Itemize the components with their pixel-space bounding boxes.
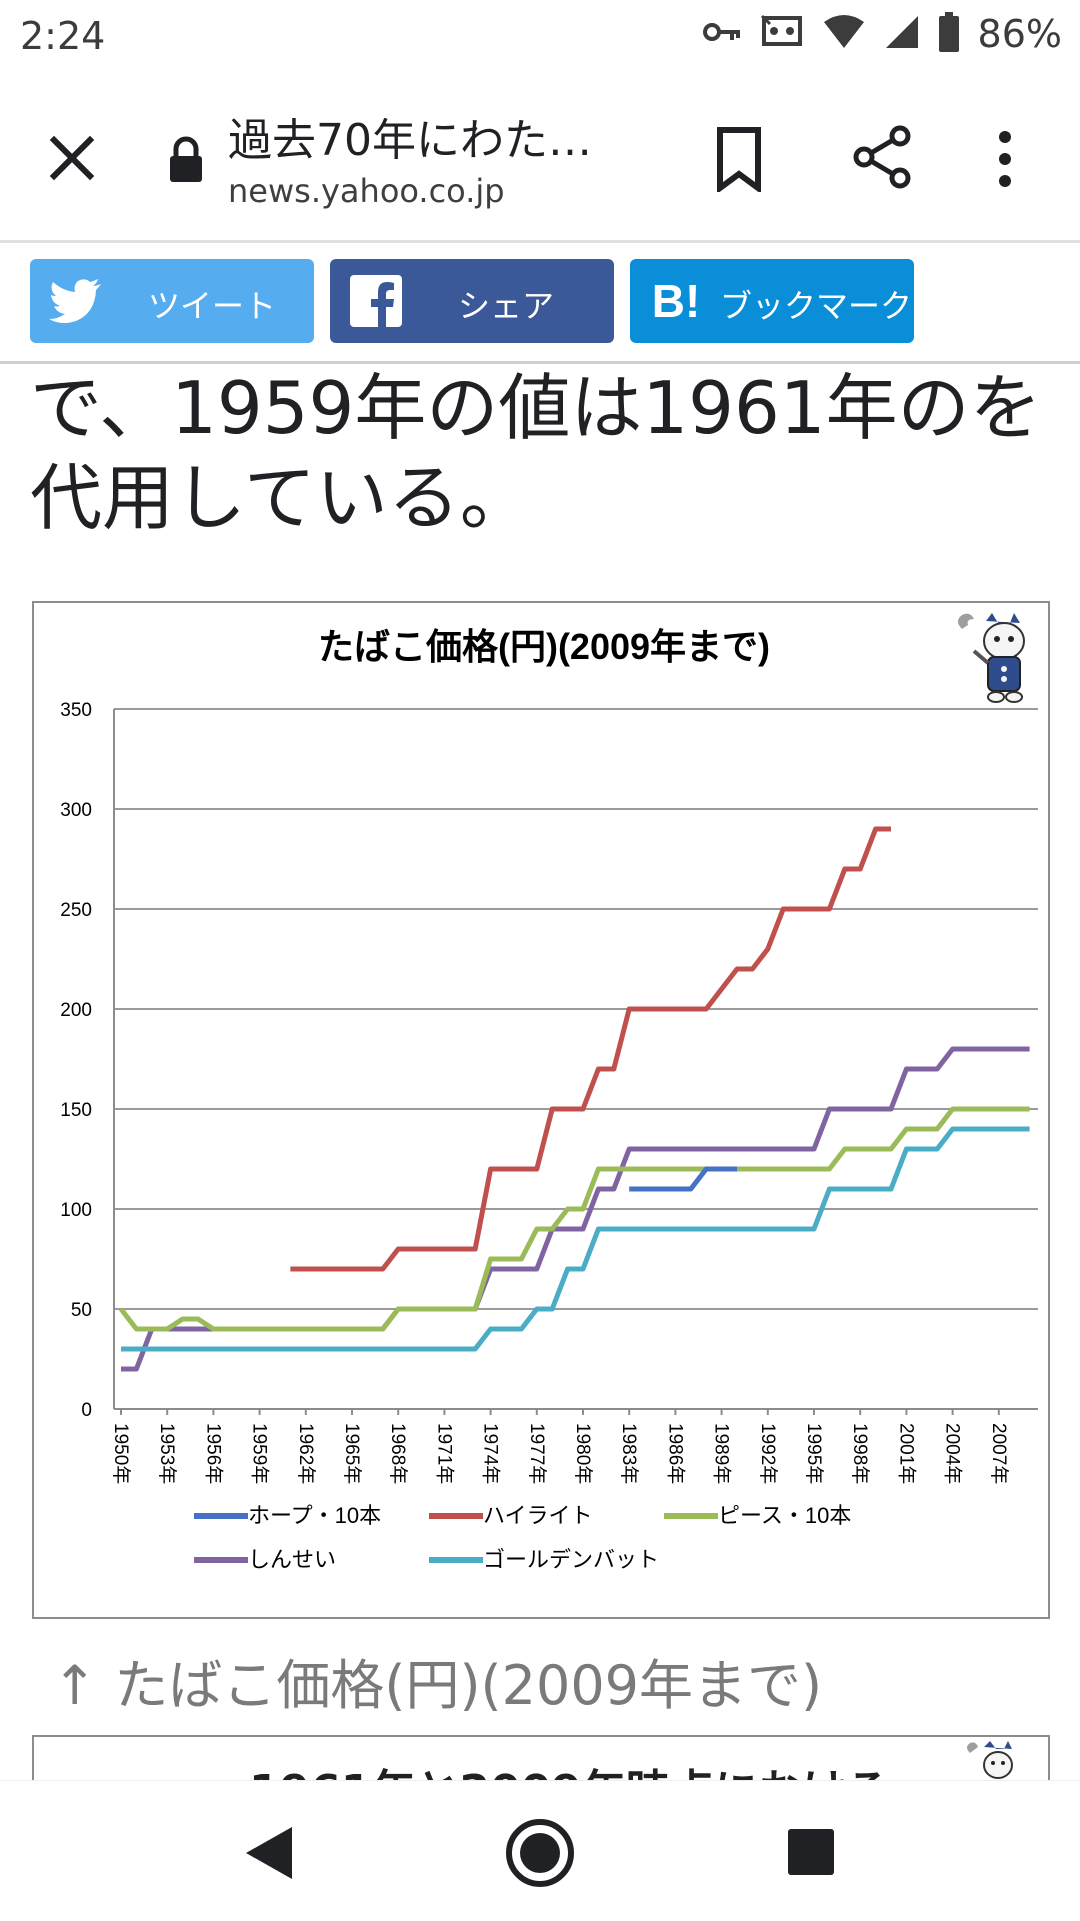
status-bar: 2:24 86%	[0, 0, 1080, 78]
cast-icon	[760, 12, 804, 56]
x-tick-label: 2004年	[942, 1423, 964, 1484]
web-content: ツイート シェア B! ブックマーク で、1959年の値は1961年のを代用して…	[0, 243, 1080, 1780]
tweet-button[interactable]: ツイート	[30, 259, 314, 343]
page-title: 過去70年にわた…	[228, 115, 592, 166]
facebook-icon	[346, 271, 406, 331]
x-tick-label: 2007年	[988, 1423, 1010, 1484]
facebook-share-label: シェア	[458, 287, 555, 325]
x-tick-label: 1950年	[110, 1423, 132, 1484]
x-tick-label: 1962年	[295, 1423, 317, 1484]
series-line	[121, 1126, 1030, 1352]
vpn-key-icon	[702, 14, 742, 54]
chart-canvas: たばこ価格(円)(2009年まで) 050100150200250300350 …	[60, 626, 1038, 1572]
chart-series	[119, 826, 1030, 1372]
hatena-bookmark-button[interactable]: B! ブックマーク	[630, 259, 914, 343]
tweet-label: ツイート	[148, 287, 277, 325]
y-tick-label: 150	[60, 1100, 92, 1121]
status-time: 2:24	[20, 14, 106, 58]
y-tick-label: 100	[60, 1200, 92, 1221]
share-icon[interactable]	[852, 124, 914, 190]
x-tick-label: 1989年	[711, 1423, 733, 1484]
hatena-bookmark-label: ブックマーク	[720, 287, 913, 325]
status-icons: 86%	[702, 12, 1062, 56]
home-icon[interactable]	[504, 1817, 576, 1889]
x-tick-label: 1974年	[480, 1423, 502, 1484]
y-axis-ticks: 0 50 100 150 200 250 300 350	[60, 700, 92, 1421]
legend-label: しんせい	[248, 1547, 336, 1572]
battery-icon	[938, 12, 960, 56]
next-chart-card: 1961年と2009年時点における	[32, 1735, 1050, 1780]
close-icon[interactable]	[44, 130, 100, 186]
signal-icon	[884, 14, 920, 54]
more-vert-icon[interactable]	[992, 128, 1018, 190]
next-chart-title: 1961年と2009年時点における	[249, 1755, 890, 1780]
series-line	[629, 1166, 737, 1192]
mascot-cat-icon	[964, 1741, 1020, 1780]
lock-icon	[168, 136, 204, 184]
x-tick-label: 1980年	[572, 1423, 594, 1484]
y-tick-label: 300	[60, 800, 92, 821]
hatena-icon: B!	[651, 275, 701, 327]
x-tick-label: 1959年	[249, 1423, 271, 1484]
legend-label: ホープ・10本	[248, 1503, 381, 1528]
x-tick-label: 1968年	[387, 1423, 409, 1484]
chart-title: たばこ価格(円)(2009年まで)	[318, 626, 770, 667]
y-tick-label: 0	[81, 1400, 92, 1421]
social-share-bar: ツイート シェア B! ブックマーク	[0, 243, 1080, 364]
bookmark-icon[interactable]	[712, 126, 766, 194]
back-icon[interactable]	[242, 1823, 296, 1883]
y-tick-label: 350	[60, 700, 92, 721]
recent-apps-icon[interactable]	[786, 1827, 836, 1877]
wifi-icon	[822, 14, 866, 54]
y-tick-label: 250	[60, 900, 92, 921]
x-tick-label: 1953年	[156, 1423, 178, 1484]
system-nav-bar	[0, 1780, 1080, 1921]
chart-grid	[113, 708, 1038, 1410]
x-tick-label: 1998年	[849, 1423, 871, 1484]
x-tick-label: 1965年	[341, 1423, 363, 1484]
y-tick-label: 50	[71, 1300, 92, 1321]
legend-label: ゴールデンバット	[483, 1547, 659, 1572]
series-line	[290, 826, 891, 1272]
x-tick-label: 1995年	[803, 1423, 825, 1484]
x-tick-label: 1986年	[664, 1423, 686, 1484]
series-line	[119, 1106, 1030, 1332]
page-url: news.yahoo.co.jp	[228, 172, 505, 210]
legend-label: ピース・10本	[718, 1503, 851, 1528]
x-tick-label: 1971年	[433, 1423, 455, 1484]
legend-label: ハイライト	[483, 1503, 593, 1528]
y-tick-label: 200	[60, 1000, 92, 1021]
browser-toolbar: 過去70年にわた… news.yahoo.co.jp	[0, 78, 1080, 243]
facebook-share-button[interactable]: シェア	[330, 259, 614, 343]
x-tick-label: 2001年	[895, 1423, 917, 1484]
article-paragraph: で、1959年の値は1961年のを代用している。	[30, 366, 1042, 540]
x-tick-label: 1956年	[202, 1423, 224, 1484]
x-tick-label: 1992年	[757, 1423, 779, 1484]
battery-percent: 86%	[977, 12, 1062, 56]
x-tick-label: 1977年	[526, 1423, 548, 1484]
chart-caption: ↑ たばこ価格(円)(2009年まで)	[52, 1654, 823, 1717]
x-axis-ticks: 1950年 1953年 1956年 1959年 1962年 1965年 1968年 1971年…	[110, 1409, 1010, 1484]
twitter-bird-icon	[46, 271, 106, 331]
mascot-cat-icon	[952, 611, 1036, 707]
tobacco-price-chart: たばこ価格(円)(2009年まで) 0 50 100 150 200 250 300 350 …	[32, 601, 1050, 1619]
x-tick-label: 1983年	[618, 1423, 640, 1484]
